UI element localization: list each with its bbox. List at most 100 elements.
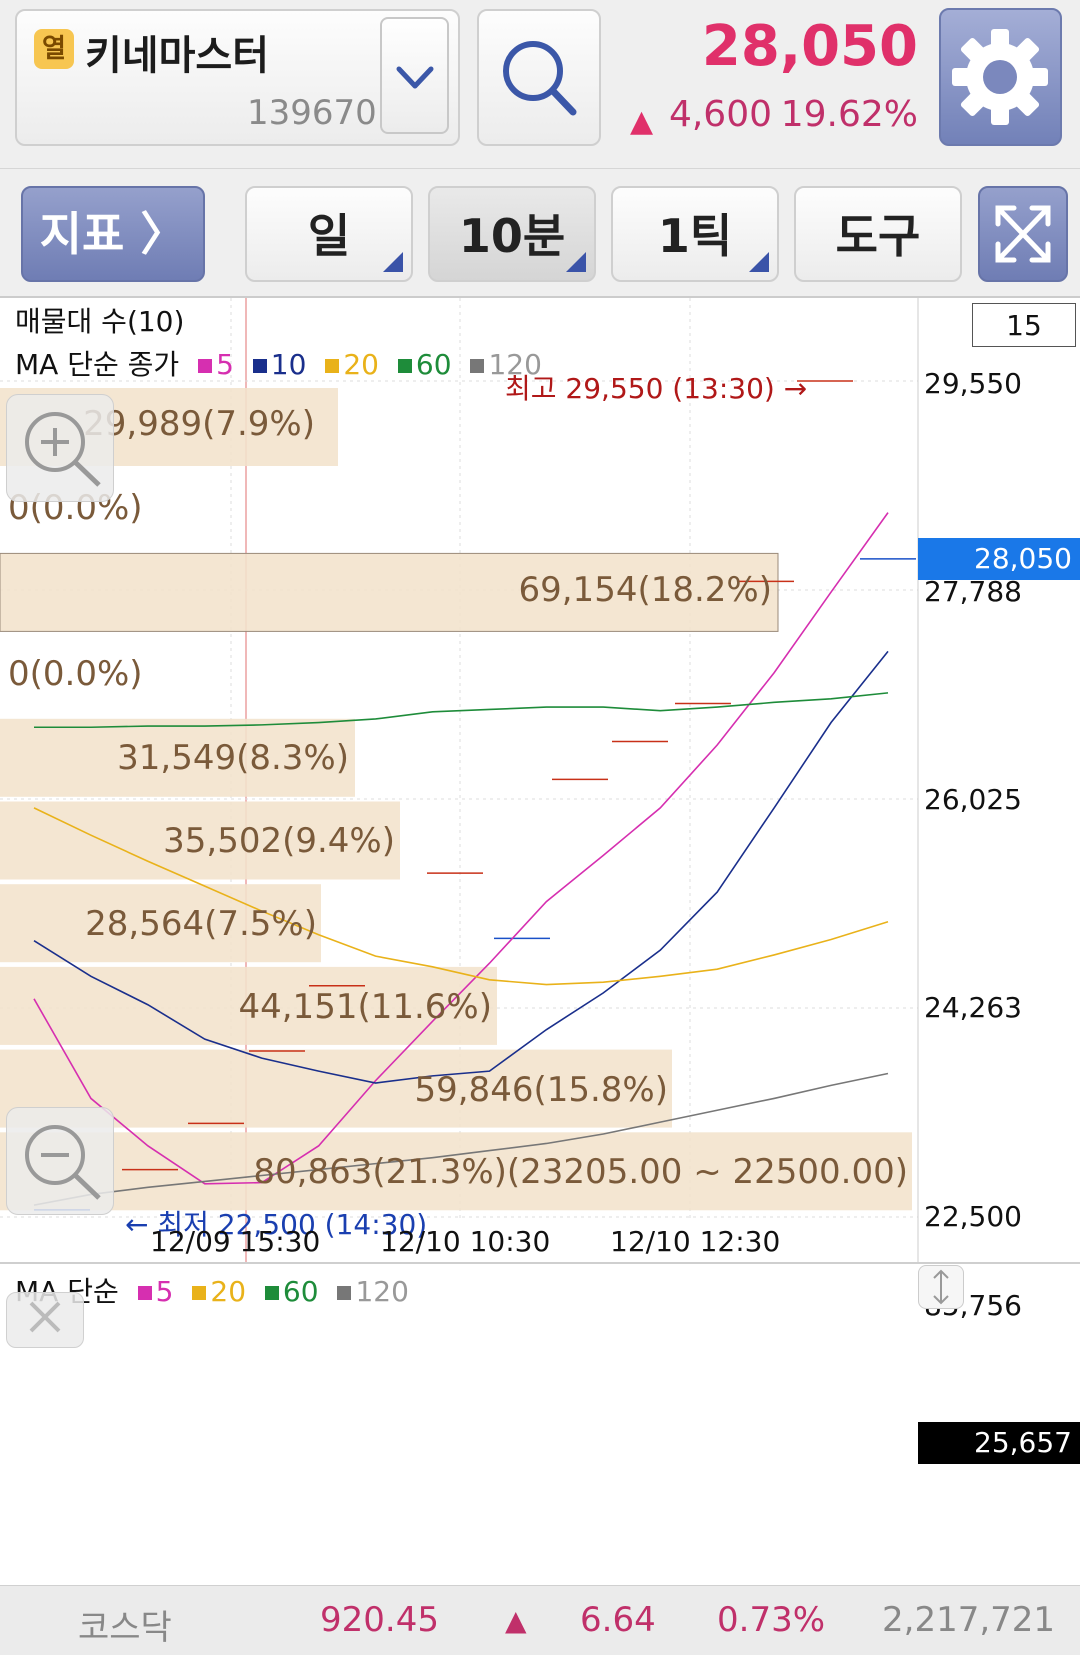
search-icon [503,41,577,116]
current-price: 28,050 [701,14,918,79]
gear-icon [952,29,1048,125]
market-volume: 2,217,721 [882,1600,1056,1640]
low-price-annotation: ← 최저 22,500 (14:30) [125,1208,428,1241]
ma20-label: 20 [343,348,379,381]
ma5-label: 5 [216,348,234,381]
volume-profile-label: 44,151(11.6%) [238,987,492,1027]
vma5-label: 5 [155,1275,174,1308]
volume-profile-label: 59,846(15.8%) [414,1070,668,1110]
ma-legend: MA 단순 종가 5 10 20 60 120 [15,343,542,383]
indicator-button[interactable]: 지표 〉 [21,186,205,282]
vma60-swatch [264,1286,279,1300]
volume-profile-label: 28,564(7.5%) [85,904,317,944]
ma60-swatch [397,359,412,373]
stock-dropdown-button[interactable] [380,17,449,134]
time-label: 12/10 10:30 [380,1225,551,1258]
current-volume-tag: 25,657 [918,1422,1080,1464]
corner-triangle-icon [383,252,403,272]
stock-name: 키네마스터 [85,33,269,79]
settings-button[interactable] [939,8,1062,146]
index-value: 920.45 [320,1600,439,1640]
price-tick: 24,263 [924,991,1022,1024]
up-arrow-icon: ▲ [630,104,654,139]
resize-pane-button[interactable] [918,1265,964,1309]
toolbar: 지표 〉 일 10분 1틱 도구 [0,169,1080,298]
zoom-out-button[interactable] [6,1107,114,1215]
volume-profile-legend: 매물대 수(10) [15,305,185,338]
expand-icon [995,205,1051,263]
vma120-label: 120 [355,1275,409,1308]
ma10-label: 10 [270,348,307,381]
tab-1tick[interactable]: 1틱 [611,186,779,282]
search-button[interactable] [477,9,601,146]
vma60-label: 60 [282,1275,319,1308]
ma120-swatch [470,359,485,373]
volume-profile-bar [0,801,400,880]
zoom-out-icon [25,1125,101,1200]
volume-profile-bar [0,884,321,963]
price-chart[interactable] [0,298,1080,1264]
volume-profile-label: 69,154(18.2%) [518,570,772,610]
volume-profile-label: 35,502(9.4%) [163,821,395,861]
ma-line-60 [34,692,889,729]
tab-label: 도구 [835,209,921,263]
tab-tools[interactable]: 도구 [794,186,962,282]
price-tick: 29,550 [924,367,1022,400]
vma120-swatch [337,1286,352,1300]
ma10-swatch [252,359,267,373]
current-price-tag: 28,050 [918,538,1080,580]
zoom-in-icon [25,412,101,487]
vertical-resize-icon [933,1269,949,1305]
ma-legend-label: MA 단순 종가 [15,348,180,381]
header: 열 키네마스터 139670 28,050 ▲ 4,600 19.62% [0,0,1080,169]
corner-triangle-icon [566,252,586,272]
market-index-bar[interactable]: 코스닥 920.45 ▲ 6.64 0.73% 2,217,721 [0,1585,1080,1655]
tab-label: 10분 [458,209,566,263]
close-pane-button[interactable] [6,1292,84,1348]
ma-line-120 [33,1072,889,1206]
expand-button[interactable] [978,186,1068,282]
volume-profile-label: 29,989(7.9%) [83,404,315,444]
volume-profile-label: 0(0.0%) [8,654,143,694]
index-change-percent: 0.73% [717,1600,826,1640]
time-label: 12/09 15:30 [150,1225,321,1258]
ma-line-5 [33,512,889,1185]
volume-ma-legend: MA 단순 5 20 60 120 [15,1270,409,1310]
time-label: 12/10 12:30 [610,1225,781,1258]
stock-selector[interactable]: 열 키네마스터 139670 [15,9,460,146]
zoom-in-button[interactable] [6,394,114,502]
index-change: 6.64 [580,1600,656,1640]
tab-label: 일 [307,209,351,263]
vma20-label: 20 [210,1275,247,1308]
close-icon [29,1301,61,1333]
status-badge: 열 [34,29,74,69]
volume-profile-bar [0,718,355,797]
price-tick: 27,788 [924,575,1022,608]
vma5-swatch [137,1286,152,1300]
price-tick: 26,025 [924,783,1022,816]
volume-profile-bar [0,1132,912,1211]
ma-line-20 [33,807,889,986]
volume-profile-bar [0,966,497,1045]
ma5-swatch [198,359,213,373]
pane-divider[interactable] [0,1262,1080,1264]
period-input[interactable]: 15 [972,303,1076,347]
chevron-down-icon [396,66,434,89]
price-axis: 29,550 27,788 26,025 24,263 22,500 85,75… [918,298,1080,1322]
stock-code: 139670 [247,93,377,133]
price-tick: 22,500 [924,1200,1022,1233]
ma-line-10 [33,650,889,1084]
tab-daily[interactable]: 일 [245,186,413,282]
high-price-annotation: 최고 29,550 (13:30) → [505,372,808,405]
tab-label: 1틱 [657,209,733,263]
ma20-swatch [325,359,340,373]
vma20-swatch [192,1286,207,1300]
tab-10min[interactable]: 10분 [428,186,596,282]
price-change: 4,600 [668,94,772,135]
volume-profile-label: 80,863(21.3%)(23205.00 ~ 22500.00) [253,1152,908,1192]
ma60-label: 60 [415,348,452,381]
volume-profile-label: 31,549(8.3%) [117,738,349,778]
price-change-percent: 19.62% [780,94,918,135]
volume-profile-bar [0,552,779,632]
corner-triangle-icon [749,252,769,272]
